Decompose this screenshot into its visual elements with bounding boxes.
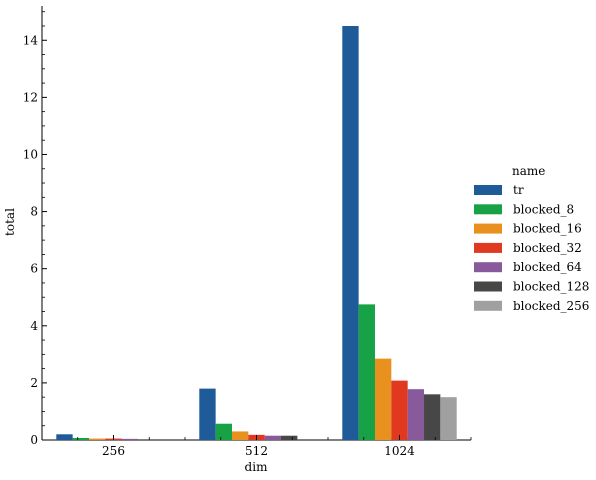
bar-blocked_16-256 xyxy=(88,438,106,440)
legend-swatch-blocked_32 xyxy=(474,242,502,253)
y-tick-label: 8 xyxy=(30,205,38,219)
legend-swatch-tr xyxy=(474,185,502,195)
y-tick-label: 0 xyxy=(30,433,38,447)
y-tick-label: 4 xyxy=(30,319,38,333)
bar-tr-256 xyxy=(56,434,73,440)
bar-blocked_32-1024 xyxy=(391,380,408,440)
bar-blocked_128-1024 xyxy=(424,394,441,440)
legend-label-blocked_8: blocked_8 xyxy=(513,202,574,216)
legend-label-blocked_16: blocked_16 xyxy=(513,222,582,236)
legend-swatch-blocked_8 xyxy=(474,204,502,215)
bar-blocked_8-256 xyxy=(72,438,89,440)
legend-label-blocked_64: blocked_64 xyxy=(513,260,582,274)
y-tick-label: 12 xyxy=(23,90,38,104)
bar-blocked_16-512 xyxy=(231,431,249,440)
legend-swatch-blocked_256 xyxy=(474,300,502,311)
y-tick-label: 14 xyxy=(23,33,39,47)
x-ticks: 256 512 1024 xyxy=(41,435,472,458)
x-axis-title: dim xyxy=(245,460,269,474)
x-tick-label: 256 xyxy=(102,444,125,458)
legend-label-tr: tr xyxy=(513,183,524,197)
legend: name tr blocked_8 blocked_16 blocked_32bloc… xyxy=(474,164,589,313)
y-tick-label: 6 xyxy=(30,262,38,276)
bar-blocked_64-1024 xyxy=(407,389,425,440)
bar-tr-512 xyxy=(199,388,216,440)
legend-label-blocked_128: blocked_128 xyxy=(513,280,589,294)
bars xyxy=(56,25,457,440)
y-tick-label: 10 xyxy=(23,147,38,161)
bar-blocked_64-512 xyxy=(264,435,282,440)
y-ticks: 0 2 4 6 8 10 12 14 xyxy=(23,11,47,447)
bar-tr-1024 xyxy=(342,25,359,440)
legend-label-blocked_256: blocked_256 xyxy=(513,299,589,313)
legend-swatch-blocked_128 xyxy=(474,281,502,292)
bar-blocked_64-256 xyxy=(121,438,139,440)
legend-swatch-blocked_16 xyxy=(474,223,502,234)
legend-label-blocked_32: blocked_32 xyxy=(513,241,582,255)
axes xyxy=(41,6,471,441)
x-tick-label: 512 xyxy=(245,444,268,458)
bar-blocked_128-512 xyxy=(281,435,298,440)
bar-blocked_8-512 xyxy=(215,423,232,440)
legend-swatch-blocked_64 xyxy=(474,262,502,273)
y-axis-title: total xyxy=(3,208,17,236)
legend-title: name xyxy=(512,164,545,178)
bar-blocked_8-1024 xyxy=(358,304,375,440)
bar-blocked_16-1024 xyxy=(374,358,392,440)
bar-blocked_256-1024 xyxy=(440,397,457,440)
x-tick-label: 1024 xyxy=(384,444,415,458)
y-tick-label: 2 xyxy=(30,376,38,390)
